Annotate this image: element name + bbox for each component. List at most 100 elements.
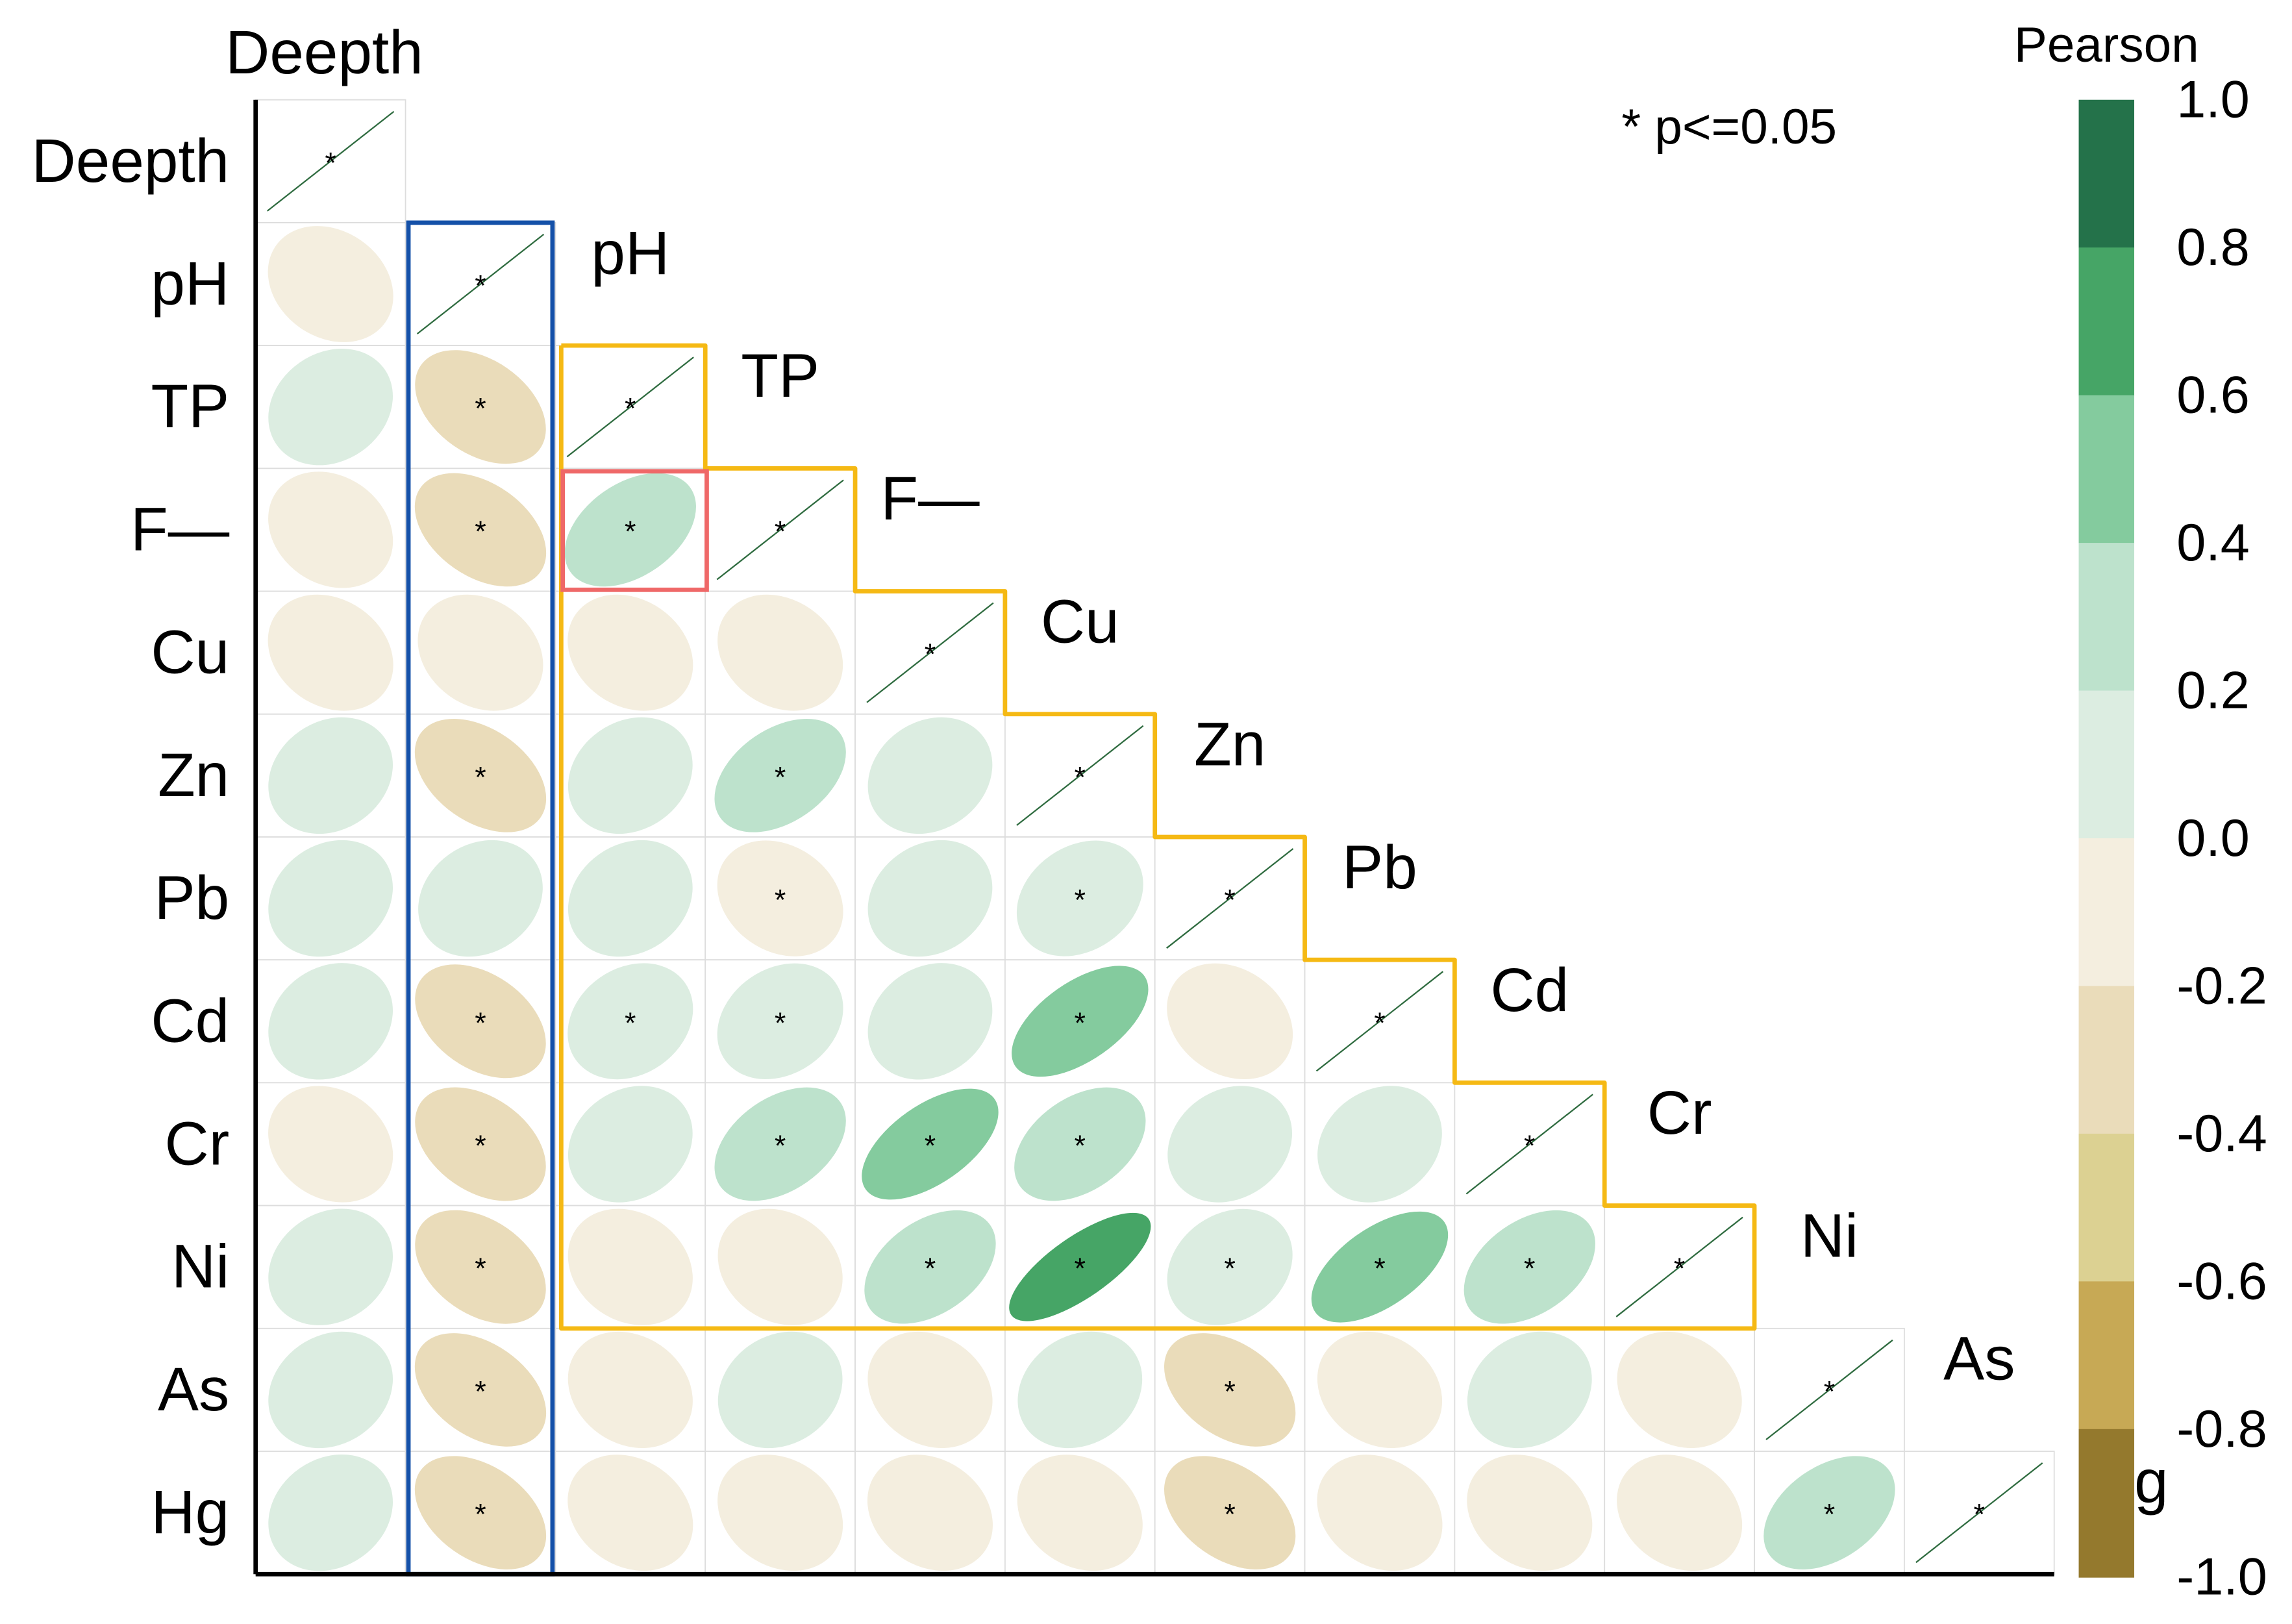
ellipse-ni-tp: [567, 1208, 693, 1325]
ellipse-f-tp: [564, 473, 696, 587]
ellipse-ni-zn: [1009, 1212, 1151, 1321]
colorbar-bin-7: [2078, 1133, 2135, 1282]
colorbar-tick-label: 0.8: [2176, 218, 2250, 277]
ellipse-tp-ph: [415, 350, 546, 464]
ellipse-pb-deepth: [268, 840, 393, 957]
row-label-ph: pH: [151, 249, 229, 318]
sig-marker-cr-cr: *: [1524, 1129, 1536, 1162]
sig-marker-cd-ph: *: [475, 1006, 486, 1040]
ellipse-pb-tp: [567, 840, 693, 957]
ellipse-cu-deepth: [268, 594, 393, 711]
sig-marker-cd-zn: *: [1075, 1006, 1086, 1040]
colorbar-bin-8: [2078, 1281, 2135, 1430]
ellipse-ni-deepth: [268, 1208, 393, 1325]
colorbar-bin-6: [2078, 986, 2135, 1135]
colorbar-tick-label: 0.4: [2176, 514, 2250, 572]
ellipse-zn-tp: [567, 717, 693, 834]
colorbar-tick-label: 0.0: [2176, 809, 2250, 868]
sig-marker-zn-zn: *: [1075, 760, 1086, 793]
row-label-ni: Ni: [171, 1232, 229, 1301]
sig-marker-hg-ph: *: [475, 1498, 486, 1531]
ellipse-cd-deepth: [268, 963, 393, 1080]
ellipse-as-cr: [1467, 1331, 1592, 1449]
ellipse-cr-deepth: [268, 1086, 393, 1203]
ellipse-ni-f: [717, 1208, 843, 1325]
ellipse-ph-deepth: [268, 226, 393, 342]
colorbar-tick-label: 0.6: [2176, 366, 2250, 425]
ellipse-zn-f: [714, 719, 846, 832]
diagonal-line-hg: [1915, 1462, 2043, 1564]
ellipse-cu-ph: [417, 594, 543, 711]
ellipse-pb-zn: [1016, 840, 1143, 956]
colorbar-tick-label: -0.2: [2176, 956, 2267, 1015]
row-label-pb: Pb: [155, 864, 230, 932]
sig-marker-pb-pb: *: [1224, 884, 1236, 917]
significance-note: * p<=0.05: [1621, 99, 1837, 155]
ellipse-cd-tp: [567, 963, 693, 1080]
ellipse-tp-deepth: [268, 349, 393, 466]
ellipse-hg-tp: [567, 1455, 693, 1571]
ellipse-cr-f: [714, 1087, 846, 1201]
sig-marker-ni-zn: *: [1075, 1252, 1086, 1285]
ellipse-hg-f: [717, 1455, 843, 1571]
ellipse-pb-f: [717, 840, 843, 956]
colorbar-tick-label: -0.8: [2176, 1400, 2267, 1458]
sig-marker-ni-cr: *: [1524, 1252, 1536, 1285]
sig-marker-pb-zn: *: [1075, 884, 1086, 917]
colorbar-bin-0: [2078, 99, 2135, 249]
ellipse-cd-f: [717, 963, 843, 1080]
ellipse-cu-tp: [567, 594, 693, 711]
ellipse-pb-ph: [418, 840, 543, 957]
ellipse-cr-ph: [415, 1087, 546, 1201]
sig-marker-ph-ph: *: [475, 269, 486, 303]
ellipse-cd-zn: [1012, 966, 1149, 1077]
row-label-deepth: Deepth: [32, 127, 230, 195]
column-label-cr: Cr: [1647, 1079, 1712, 1147]
sig-marker-zn-f: *: [775, 760, 786, 793]
sig-marker-as-pb: *: [1224, 1375, 1236, 1408]
column-label-cu: Cu: [1041, 587, 1119, 656]
sig-marker-pb-f: *: [775, 884, 786, 917]
ellipse-hg-pb: [1164, 1456, 1296, 1569]
colorbar-tick-label: -0.6: [2176, 1252, 2267, 1310]
sig-marker-hg-hg: *: [1974, 1498, 1986, 1531]
colorbar-bin-4: [2078, 690, 2135, 840]
ellipse-cr-tp: [567, 1086, 693, 1203]
diagonal-line-as: [1765, 1339, 1893, 1440]
sig-marker-tp-tp: *: [625, 392, 636, 425]
sig-marker-zn-ph: *: [475, 760, 486, 793]
sig-marker-cr-ph: *: [475, 1129, 486, 1162]
ellipse-cu-f: [717, 594, 843, 711]
sig-marker-f-ph: *: [475, 515, 486, 548]
ellipse-cr-pb: [1167, 1086, 1293, 1203]
ellipse-cr-cu: [862, 1088, 999, 1200]
diagonal-line-deepth: [267, 110, 395, 212]
ellipse-as-ni: [1617, 1331, 1742, 1449]
row-label-hg: Hg: [151, 1478, 229, 1547]
metals-region-outline: [559, 343, 1757, 1331]
diagonal-line-ph: [416, 234, 545, 335]
variable-labels: Deepth Deepth pH pH TP TP F— F— Cu Cu Zn Zn Pb Pb Cd Cd…: [32, 18, 2169, 1547]
ellipse-as-ph: [414, 1333, 547, 1447]
ellipse-f-deepth: [268, 471, 393, 588]
colorbar-bin-3: [2078, 543, 2135, 692]
ellipse-zn-cu: [867, 717, 993, 834]
colorbar-bin-1: [2078, 247, 2135, 396]
column-label-f: F—: [880, 464, 980, 533]
diagonal-line-pb: [1166, 848, 1294, 949]
ellipse-hg-ni: [1617, 1455, 1743, 1571]
sig-marker-deepth-deepth: *: [325, 146, 336, 179]
row-label-tp: TP: [151, 372, 229, 441]
ellipse-hg-cu: [867, 1455, 993, 1571]
ellipse-as-cd: [1317, 1331, 1443, 1449]
colorbar-tick-label: -0.4: [2176, 1105, 2267, 1163]
diagonal-line-ni: [1615, 1216, 1743, 1318]
correlation-cells: * * * * * * * * * * * * * * * * * * * * * * * * * * * * * * * * * * * * * *: [267, 110, 2043, 1571]
ellipse-as-cu: [867, 1331, 993, 1449]
diagonal-line-tp: [566, 356, 694, 458]
column-label-zn: Zn: [1194, 710, 1265, 779]
ellipse-cr-cd: [1317, 1086, 1442, 1203]
column-label-tp: TP: [741, 342, 819, 410]
colorbar-bin-9: [2078, 1429, 2135, 1578]
